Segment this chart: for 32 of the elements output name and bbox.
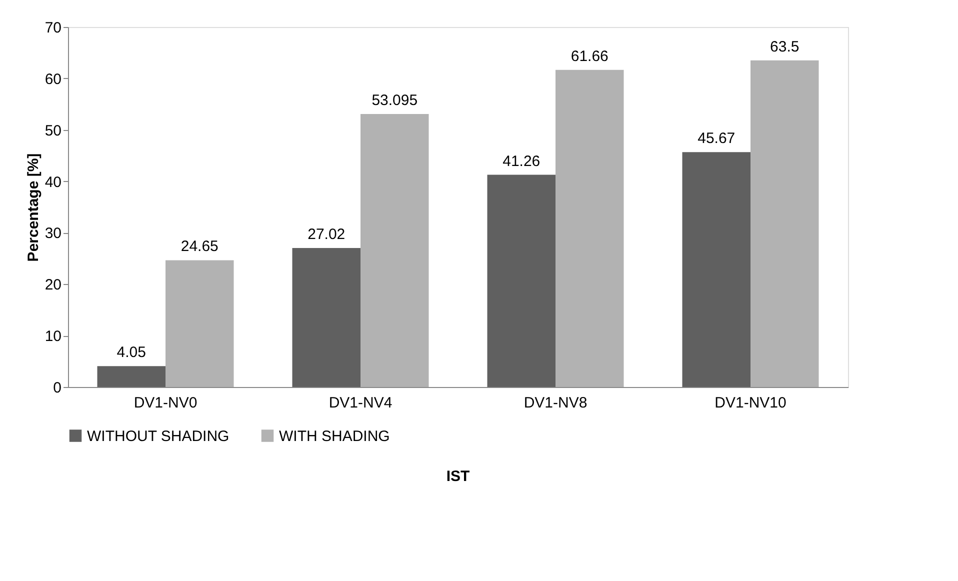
bar <box>487 174 556 387</box>
y-tick-label: 20 <box>44 276 62 294</box>
data-label: 53.095 <box>372 92 418 109</box>
data-label: 24.65 <box>180 238 218 256</box>
legend-label: WITHOUT SHADING <box>87 428 230 445</box>
bar <box>292 248 360 387</box>
bar <box>97 366 166 387</box>
y-tick-label: 0 <box>53 380 62 396</box>
data-label: 27.02 <box>308 226 346 244</box>
y-axis-title: Percentage [%] <box>24 153 42 262</box>
legend-label: WITH SHADING <box>279 428 390 445</box>
bar <box>682 152 750 387</box>
y-tick-label: 50 <box>44 122 62 140</box>
bar <box>556 70 624 387</box>
data-label: 4.05 <box>116 344 146 362</box>
y-tick-label: 30 <box>44 225 62 242</box>
bar <box>360 114 429 387</box>
y-tick-label: 10 <box>44 328 62 346</box>
bar <box>166 260 234 387</box>
y-tick-label: 70 <box>44 20 62 36</box>
data-label: 41.26 <box>502 152 540 170</box>
data-label: 63.5 <box>770 38 800 56</box>
data-label: 45.67 <box>698 130 736 148</box>
bar <box>750 60 819 387</box>
y-tick-label: 40 <box>44 174 62 191</box>
x-tick-label: DV1-NV4 <box>328 394 392 412</box>
x-tick-label: DV1-NV0 <box>134 394 198 412</box>
x-tick-label: DV1-NV10 <box>714 394 786 412</box>
y-tick-label: 60 <box>44 70 62 88</box>
x-axis-title: IST <box>446 468 470 485</box>
x-tick-label: DV1-NV8 <box>524 394 588 412</box>
data-label: 61.66 <box>570 48 608 65</box>
